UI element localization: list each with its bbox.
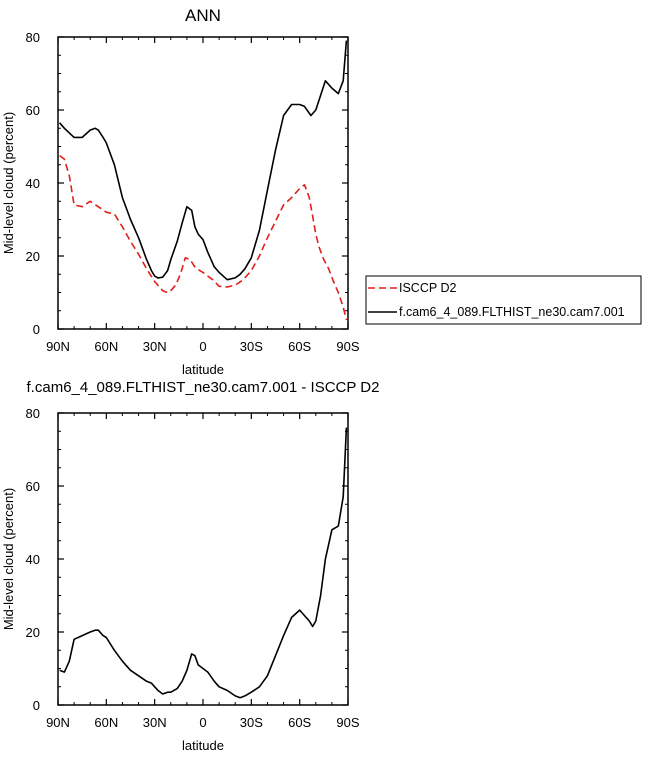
top-y-tick-label: 40	[26, 176, 40, 191]
bottom-x-tick-label: 30S	[240, 715, 263, 730]
top-x-tick-label: 60S	[288, 339, 311, 354]
top-x-tick-label: 60N	[94, 339, 118, 354]
bottom-y-tick-label: 60	[26, 479, 40, 494]
top-x-tick-label: 30N	[143, 339, 167, 354]
top-x-tick-label: 0	[199, 339, 206, 354]
bottom-y-tick-label: 80	[26, 406, 40, 421]
bottom-x-axis-label: latitude	[182, 738, 224, 753]
bottom-y-tick-label: 40	[26, 552, 40, 567]
top-y-tick-label: 80	[26, 30, 40, 45]
legend-box	[365, 275, 642, 325]
top-panel-title: ANN	[185, 6, 221, 25]
top-axes-ticks: 90N 60N 30N 0 30S 60S 90S 0 20 40 60 80	[26, 30, 360, 354]
bottom-x-tick-label: 90N	[46, 715, 70, 730]
top-x-tick-label: 90N	[46, 339, 70, 354]
top-y-tick-label: 60	[26, 103, 40, 118]
bottom-x-tick-label: 0	[199, 715, 206, 730]
top-x-tick-label: 30S	[240, 339, 263, 354]
bottom-x-tick-label: 90S	[336, 715, 359, 730]
bottom-panel: f.cam6_4_089.FLTHIST_ne30.cam7.001 - ISC…	[1, 379, 379, 753]
top-x-axis-label: latitude	[182, 362, 224, 377]
legend: ISCCP D2 f.cam6_4_089.FLTHIST_ne30.cam7.…	[365, 275, 642, 325]
legend-label-isccp: ISCCP D2	[399, 281, 456, 295]
top-x-tick-label: 90S	[336, 339, 359, 354]
top-series-group	[58, 40, 348, 321]
bottom-y-axis-label: Mid-level cloud (percent)	[1, 488, 16, 630]
top-plot-frame	[57, 36, 349, 330]
top-y-axis-label: Mid-level cloud (percent)	[1, 112, 16, 254]
bottom-y-tick-label: 20	[26, 625, 40, 640]
bottom-panel-title: f.cam6_4_089.FLTHIST_ne30.cam7.001 - ISC…	[27, 379, 380, 396]
top-y-tick-label: 0	[33, 322, 40, 337]
top-series-line-1	[58, 40, 348, 281]
bottom-plot-frame	[57, 412, 349, 706]
top-y-tick-label: 20	[26, 249, 40, 264]
bottom-x-tick-label: 30N	[143, 715, 167, 730]
bottom-series-line-0	[59, 427, 348, 699]
top-panel: ANN 90N 60N 30N 0 30S 60S 90S 0 20 40 60 80 latitud…	[1, 6, 642, 377]
legend-label-model: f.cam6_4_089.FLTHIST_ne30.cam7.001	[399, 305, 625, 319]
bottom-series-group	[59, 427, 348, 699]
top-series-line-0	[59, 154, 348, 321]
bottom-x-tick-label: 60N	[94, 715, 118, 730]
bottom-x-tick-label: 60S	[288, 715, 311, 730]
bottom-axes-ticks: 90N 60N 30N 0 30S 60S 90S 0 20 40 60 80	[26, 406, 360, 730]
bottom-y-tick-label: 0	[33, 698, 40, 713]
